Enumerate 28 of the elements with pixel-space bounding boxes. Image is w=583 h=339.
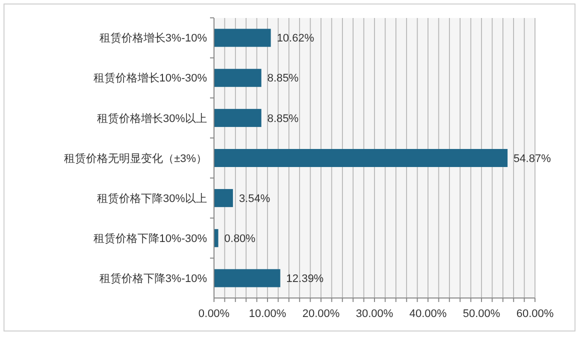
- y-tick-label: 租赁价格增长30%以上: [96, 112, 207, 125]
- data-label: 8.85%: [267, 112, 299, 125]
- data-label: 54.87%: [514, 152, 552, 165]
- data-label: 3.54%: [238, 192, 270, 205]
- data-label: 10.62%: [276, 32, 314, 45]
- x-tick-label: 40.00%: [409, 308, 447, 320]
- bar: [214, 28, 271, 47]
- y-tick-label: 租赁价格无明显变化（±3%）: [64, 152, 207, 165]
- data-label: 12.39%: [286, 273, 324, 286]
- x-tick-label: 60.00%: [516, 308, 554, 320]
- data-label: 8.85%: [267, 72, 299, 85]
- y-tick-label: 租赁价格增长3%-10%: [99, 32, 208, 45]
- bar: [214, 108, 262, 127]
- y-tick-label: 租赁价格增长10%-30%: [93, 72, 208, 85]
- bar: [214, 229, 218, 248]
- bar: [214, 148, 508, 168]
- x-tick-label: 20.00%: [302, 308, 340, 320]
- x-tick-label: 0.00%: [198, 308, 230, 320]
- data-label: 0.80%: [224, 232, 256, 245]
- x-tick-label: 50.00%: [462, 308, 500, 320]
- x-tick-label: 30.00%: [356, 308, 394, 320]
- y-tick-label: 租赁价格下降3%-10%: [99, 272, 208, 286]
- bar: [214, 68, 262, 87]
- bar: [214, 269, 280, 288]
- bar: [214, 189, 233, 208]
- x-tick-label: 10.00%: [248, 308, 286, 320]
- y-tick-label: 租赁价格下降30%以上: [96, 192, 207, 205]
- y-tick-label: 租赁价格下降10%-30%: [93, 232, 208, 245]
